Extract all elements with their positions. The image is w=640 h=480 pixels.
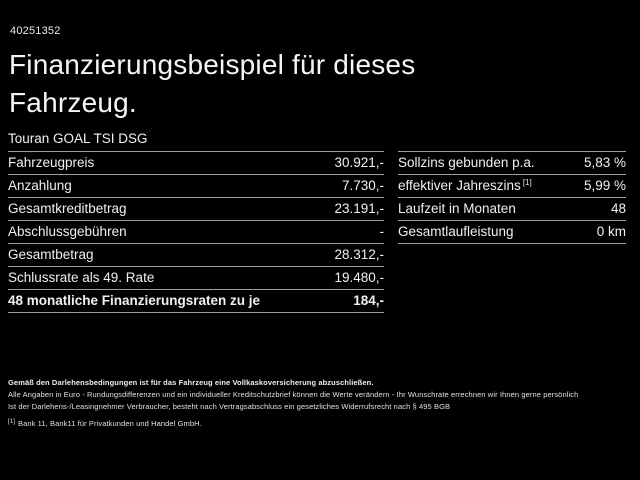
table-row: Laufzeit in Monaten 48 bbox=[398, 197, 626, 220]
row-value: 0 km bbox=[596, 224, 626, 239]
row-value: 7.730,- bbox=[341, 178, 384, 193]
table-row: effektiver Jahreszins [1] 5,99 % bbox=[398, 174, 626, 197]
row-label-text: effektiver Jahreszins bbox=[398, 178, 521, 193]
row-value: - bbox=[379, 224, 385, 239]
table-row: 48 monatliche Finanzierungsraten zu je 18… bbox=[8, 289, 384, 312]
row-label: Gesamtlaufleistung bbox=[398, 221, 514, 243]
row-label-text: Gesamtkreditbetrag bbox=[8, 201, 127, 216]
row-label: effektiver Jahreszins [1] bbox=[398, 175, 532, 197]
vehicle-model-label: Touran GOAL TSI DSG bbox=[8, 131, 148, 146]
footnote-marker: [1] bbox=[8, 418, 15, 425]
row-label: Fahrzeugpreis bbox=[8, 152, 94, 174]
disclaimer-line-1: Alle Angaben in Euro - Rundungsdifferenz… bbox=[8, 390, 579, 399]
conditions-table-rows: Sollzins gebunden p.a. 5,83 % effektiver J… bbox=[398, 152, 626, 243]
footer: Gemäß den Darlehensbedingungen ist für d… bbox=[8, 377, 634, 430]
row-value: 30.921,- bbox=[334, 155, 384, 170]
row-value: 23.191,- bbox=[334, 201, 384, 216]
row-label: Gesamtbetrag bbox=[8, 244, 94, 266]
finance-table-rows: Fahrzeugpreis 30.921,- Anzahlung 7.730,- Ges… bbox=[8, 151, 384, 312]
row-label-text: Schlussrate als 49. Rate bbox=[8, 270, 155, 285]
row-label: 48 monatliche Finanzierungsraten zu je bbox=[8, 290, 260, 312]
row-label-text: 48 monatliche Finanzierungsraten zu je bbox=[8, 293, 261, 308]
row-label: Sollzins gebunden p.a. bbox=[398, 152, 535, 174]
row-value: 19.480,- bbox=[334, 270, 384, 285]
insurance-note: Gemäß den Darlehensbedingungen ist für d… bbox=[8, 378, 374, 387]
row-label: Laufzeit in Monaten bbox=[398, 198, 516, 220]
table-row: Schlussrate als 49. Rate 19.480,- bbox=[8, 266, 384, 289]
conditions-table: Sollzins gebunden p.a. 5,83 % effektiver J… bbox=[398, 151, 626, 244]
footnote-text: Bank 11, Bank11 für Privatkunden und Han… bbox=[17, 419, 202, 428]
row-value: 184,- bbox=[353, 293, 384, 308]
table-row: Abschlussgebühren - bbox=[8, 220, 384, 243]
vehicle-id: 40251352 bbox=[10, 25, 61, 37]
table-row: Anzahlung 7.730,- bbox=[8, 174, 384, 197]
page-title: Finanzierungsbeispiel für dieses Fahrzeu… bbox=[9, 46, 415, 122]
row-label-text: Anzahlung bbox=[8, 178, 72, 193]
footnote-ref: [1] bbox=[522, 177, 532, 187]
disclaimer-line-2: Ist der Darlehens-/Leasingnehmer Verbrau… bbox=[8, 402, 451, 411]
row-label-text: Laufzeit in Monaten bbox=[398, 201, 516, 216]
table-row: Gesamtbetrag 28.312,- bbox=[8, 243, 384, 266]
table-row: Fahrzeugpreis 30.921,- bbox=[8, 151, 384, 174]
footnote: [1] Bank 11, Bank11 für Privatkunden und … bbox=[8, 418, 634, 430]
row-label: Gesamtkreditbetrag bbox=[8, 198, 127, 220]
row-value: 48 bbox=[610, 201, 626, 216]
row-label: Schlussrate als 49. Rate bbox=[8, 267, 154, 289]
finance-table: Touran GOAL TSI DSG Fahrzeugpreis 30.921,… bbox=[8, 127, 384, 313]
row-label-text: Gesamtlaufleistung bbox=[398, 224, 514, 239]
row-label-text: Gesamtbetrag bbox=[8, 247, 94, 262]
row-value: 5,83 % bbox=[583, 155, 626, 170]
row-value: 5,99 % bbox=[583, 178, 626, 193]
page-title-line-2: Fahrzeug. bbox=[9, 87, 137, 118]
row-label-text: Abschlussgebühren bbox=[8, 224, 127, 239]
table-row: Gesamtkreditbetrag 23.191,- bbox=[8, 197, 384, 220]
row-value: 28.312,- bbox=[334, 247, 384, 262]
row-label-text: Fahrzeugpreis bbox=[8, 155, 95, 170]
row-label-text: Sollzins gebunden p.a. bbox=[398, 155, 535, 170]
row-label: Abschlussgebühren bbox=[8, 221, 127, 243]
table-row: Gesamtlaufleistung 0 km bbox=[398, 220, 626, 243]
page-title-line-1: Finanzierungsbeispiel für dieses bbox=[9, 49, 416, 80]
table-row: Sollzins gebunden p.a. 5,83 % bbox=[398, 152, 626, 174]
row-label: Anzahlung bbox=[8, 175, 72, 197]
